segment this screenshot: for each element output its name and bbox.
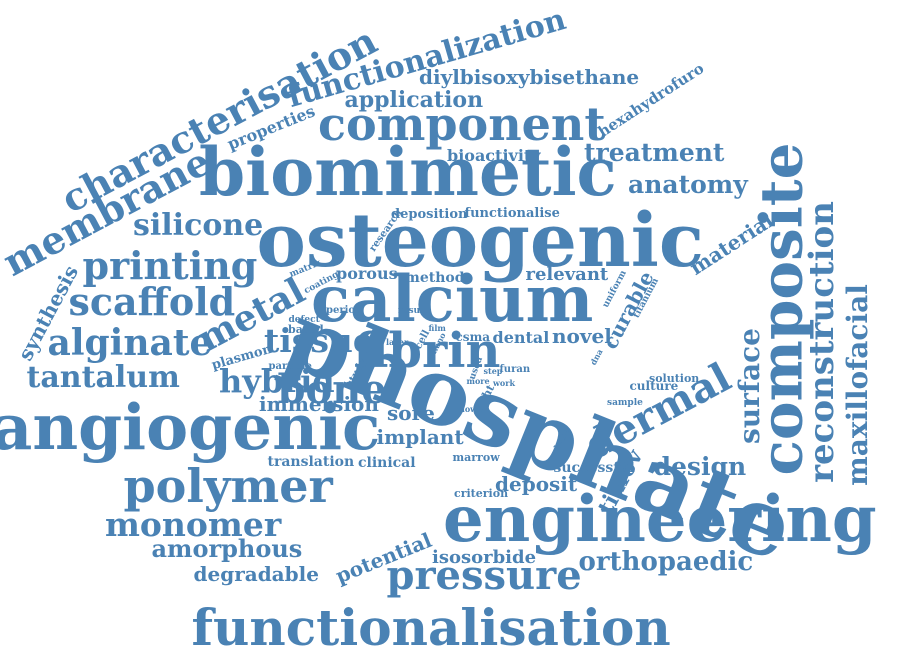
word: monomer bbox=[105, 504, 282, 544]
word: silicone bbox=[133, 208, 264, 243]
word: clinical bbox=[358, 455, 416, 471]
word: bioactivity bbox=[447, 146, 541, 165]
word: dna bbox=[587, 347, 605, 367]
word: step bbox=[483, 366, 503, 376]
word: functionalise bbox=[464, 205, 560, 221]
word: scaffold bbox=[68, 279, 236, 324]
word: bone bbox=[277, 366, 387, 413]
word: application bbox=[344, 87, 484, 113]
word: fibrin bbox=[353, 323, 501, 379]
word: tissue bbox=[264, 320, 374, 360]
word: treatment bbox=[584, 137, 725, 167]
word: component bbox=[318, 97, 606, 151]
word: diylbisoxybisethane bbox=[419, 65, 640, 89]
word: engineering bbox=[443, 482, 877, 557]
word: novel bbox=[552, 324, 612, 348]
word: more bbox=[466, 376, 490, 386]
word: csma bbox=[455, 330, 491, 344]
word: hybrid bbox=[219, 362, 335, 400]
word: degradable bbox=[193, 562, 319, 586]
word: based bbox=[288, 322, 324, 336]
word: criterion bbox=[454, 486, 509, 500]
word: surface bbox=[732, 328, 766, 444]
word: sample bbox=[607, 397, 643, 408]
word: printing bbox=[82, 243, 258, 288]
word: period bbox=[326, 305, 363, 316]
word: amorphous bbox=[151, 534, 303, 563]
word: show bbox=[454, 404, 478, 414]
word: particle bbox=[268, 361, 312, 372]
word: method bbox=[405, 270, 465, 286]
word: relevant bbox=[525, 264, 609, 285]
word: translation bbox=[267, 454, 355, 470]
word: polymer bbox=[123, 459, 333, 513]
word: calcium bbox=[311, 262, 594, 337]
word: pressure bbox=[386, 552, 582, 599]
word: deposit bbox=[495, 472, 578, 496]
word: tantalum bbox=[26, 360, 180, 395]
word: osteogenic bbox=[256, 198, 704, 284]
word: biomimetic bbox=[199, 133, 617, 211]
word: porous bbox=[336, 264, 398, 283]
word: furan bbox=[499, 364, 531, 375]
word: maxillofacial bbox=[840, 284, 874, 486]
word: sore bbox=[387, 401, 435, 425]
word: implant bbox=[376, 425, 464, 449]
word: alginate bbox=[47, 322, 213, 364]
word: reconstruction bbox=[801, 201, 842, 483]
word: isosorbide bbox=[432, 547, 537, 568]
word: functionalisation bbox=[191, 598, 671, 646]
word: orthopaedic bbox=[578, 547, 754, 577]
word: dental bbox=[492, 328, 550, 347]
word: anatomy bbox=[628, 169, 748, 199]
word: immersion bbox=[259, 392, 379, 416]
word: solution bbox=[649, 371, 700, 385]
word: deposition bbox=[391, 206, 468, 222]
word: marrow bbox=[452, 450, 500, 464]
word: work bbox=[493, 378, 515, 388]
word: successful bbox=[553, 460, 635, 476]
word: layer bbox=[386, 337, 409, 347]
word: design bbox=[653, 451, 747, 481]
word: result bbox=[398, 305, 428, 316]
word: film bbox=[428, 323, 446, 333]
word: angiogenic bbox=[0, 389, 381, 464]
word: culture bbox=[629, 379, 679, 393]
word: defect bbox=[288, 314, 320, 325]
